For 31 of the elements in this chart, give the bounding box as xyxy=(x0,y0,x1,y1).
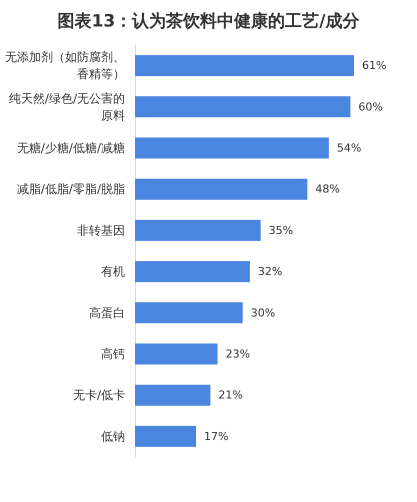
data-label: 17% xyxy=(204,430,228,443)
data-label: 54% xyxy=(336,142,362,154)
y-tick-label: 无卡/低卡 xyxy=(72,388,125,402)
y-tick-label: 减脂/低脂/零脂/脱脂 xyxy=(16,182,125,196)
bar xyxy=(135,55,354,76)
bar xyxy=(135,302,243,324)
data-label: 48% xyxy=(315,182,340,196)
y-tick-label: 无添加剂（如防腐剂、香精等） xyxy=(5,50,125,82)
bar xyxy=(135,178,308,200)
y-tick-label: 有机 xyxy=(101,264,125,279)
data-label: 23% xyxy=(226,348,250,360)
bar xyxy=(135,426,196,447)
data-label: 61% xyxy=(362,59,386,72)
data-label: 35% xyxy=(268,224,294,237)
bar xyxy=(135,343,218,365)
data-label: 60% xyxy=(358,100,383,114)
bar xyxy=(135,137,329,159)
y-tick-label: 高钙 xyxy=(101,347,125,361)
bar xyxy=(135,384,210,406)
bar xyxy=(135,96,350,118)
y-tick-label: 高蛋白 xyxy=(89,306,125,320)
data-label: 30% xyxy=(250,306,276,320)
y-tick-label: 纯天然/绿色/无公害的原料 xyxy=(8,91,125,122)
data-label: 32% xyxy=(258,265,282,278)
y-tick-label: 无糖/少糖/低糖/减糖 xyxy=(16,141,125,155)
bar xyxy=(135,220,261,241)
y-tick-label: 非转基因 xyxy=(77,223,125,238)
chart-title: 图表13：认为茶饮料中健康的工艺/成分 xyxy=(58,12,360,32)
bar xyxy=(135,261,250,282)
data-label: 21% xyxy=(218,388,243,402)
y-tick-label: 低钠 xyxy=(101,429,125,444)
